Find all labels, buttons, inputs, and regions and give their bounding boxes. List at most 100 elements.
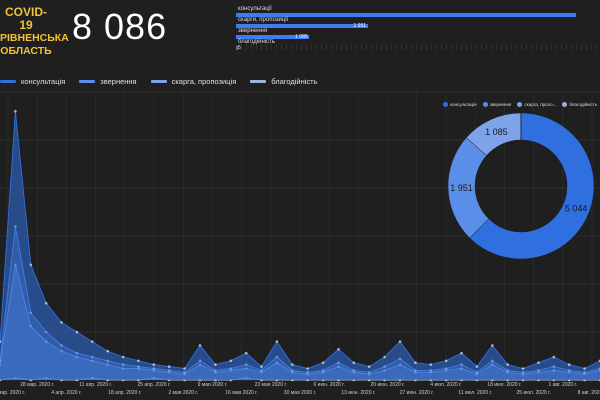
- header: COVID-19 РІВНЕНСЬКА ОБЛАСТЬ 8 086 консул…: [0, 0, 600, 57]
- x-tick-label: 11 апр. 2020 г.: [79, 382, 112, 388]
- data-point: [491, 344, 494, 347]
- breakdown-row: звернення 1 085: [236, 28, 598, 40]
- line-series-0: [0, 111, 600, 369]
- x-tick-label: 13 июн. 2020 г.: [341, 390, 375, 396]
- x-tick-label: 21 мар. 2020 г.: [0, 390, 25, 396]
- data-point: [275, 340, 279, 343]
- data-point: [121, 355, 125, 359]
- breakdown-value: 1 085: [295, 34, 308, 40]
- x-tick-label: 6 июн. 2020 г.: [314, 382, 345, 388]
- legend-swatch: [0, 79, 16, 83]
- data-point: [460, 351, 463, 355]
- x-tick-label: 8 авг. 2020 г.: [578, 390, 600, 396]
- donut-legend-label: консультація: [450, 102, 477, 107]
- data-point: [291, 363, 294, 366]
- x-tick-label: 11 июл. 2020 г.: [458, 390, 492, 396]
- data-point: [260, 365, 263, 368]
- x-tick-label: 28 мар. 2020 г.: [20, 382, 54, 388]
- donut-legend-item[interactable]: благодійність: [562, 102, 597, 107]
- data-point: [75, 330, 79, 334]
- breakdown-label: консультації: [238, 6, 272, 12]
- data-point: [198, 344, 202, 347]
- legend-label: скарга, пропозиція: [171, 76, 237, 86]
- x-tick-label: 27 июн. 2020 г.: [400, 390, 434, 396]
- x-tick-label: 1 авг. 2020 г.: [548, 382, 577, 388]
- brand-line-oblast: ОБЛАСТЬ: [0, 45, 52, 57]
- donut-legend-label: скарга, пропо...: [524, 102, 557, 107]
- x-tick-label: 4 апр. 2020 г.: [51, 390, 81, 396]
- data-point: [521, 367, 525, 370]
- data-point: [414, 361, 417, 365]
- legend-label: консультація: [21, 76, 66, 86]
- data-point: [106, 349, 109, 353]
- legend-swatch: [250, 79, 267, 83]
- donut-legend: консультація звернення скарга, пропо... бла…: [443, 102, 597, 107]
- data-point: [475, 365, 479, 368]
- data-point: [29, 263, 33, 267]
- data-point: [91, 340, 94, 343]
- donut-slice-label: 1 085: [485, 127, 508, 137]
- timeline-area-chart: 21 мар. 2020 г. 28 мар. 2020 г. 4 апр. 202…: [0, 91, 600, 396]
- data-point: [14, 109, 17, 113]
- legend-swatch: [150, 79, 167, 83]
- x-tick-label: 9 мая 2020 г.: [198, 382, 228, 388]
- data-point: [367, 365, 371, 368]
- data-point: [429, 363, 433, 366]
- data-point: [214, 363, 217, 366]
- chart-legend: консультація звернення скарга, пропозиція б…: [0, 74, 317, 88]
- breakdown-bar: [236, 46, 238, 50]
- donut-legend-item[interactable]: звернення: [482, 102, 512, 107]
- breakdown-row: консультації: [236, 6, 598, 17]
- data-point: [506, 363, 510, 366]
- breakdown-label: скарги, пропозиції: [238, 17, 289, 23]
- donut-slice: [469, 112, 595, 260]
- data-point: [552, 355, 556, 359]
- x-tick-label: 18 июл. 2020 г.: [487, 382, 521, 388]
- x-tick-label: 18 апр. 2020 г.: [108, 390, 141, 396]
- donut-legend-dot: [562, 102, 568, 107]
- donut-legend-label: звернення: [489, 102, 512, 107]
- x-tick-label: 25 июл. 2020 г.: [516, 390, 550, 396]
- breakdown-label: благодійність: [238, 39, 275, 45]
- data-point: [183, 367, 186, 370]
- brand-line-region: РІВНЕНСЬКА: [0, 32, 69, 44]
- data-point: [306, 367, 310, 370]
- breakdown-bar: [236, 24, 368, 28]
- timeline-chart: 21 мар. 2020 г. 28 мар. 2020 г. 4 апр. 202…: [0, 88, 600, 400]
- data-point: [229, 359, 233, 363]
- total-count: 8 086: [72, 6, 168, 47]
- data-point: [167, 365, 171, 368]
- brand-title: COVID-19 РІВНЕНСЬКА ОБЛАСТЬ: [0, 6, 69, 58]
- data-point: [537, 361, 540, 365]
- legend-item[interactable]: консультація: [0, 77, 65, 86]
- data-point: [398, 340, 402, 343]
- x-tick-label: 20 июн. 2020 г.: [371, 382, 405, 388]
- donut-chart: 5 044 1 951 1 085: [447, 112, 595, 260]
- breakdown-bar: [236, 13, 576, 17]
- legend-item[interactable]: благодійність: [250, 77, 317, 86]
- data-point: [321, 361, 325, 365]
- breakdown-label: звернення: [238, 28, 268, 34]
- data-point: [383, 355, 386, 359]
- breakdown-value: 5: [238, 45, 241, 51]
- data-point: [244, 351, 248, 355]
- x-tick-label: 23 мая 2020 г.: [255, 382, 287, 388]
- timeline-ticks: [236, 44, 598, 50]
- donut-legend-dot: [482, 102, 488, 107]
- data-point: [0, 340, 2, 343]
- x-tick-label: 4 июл. 2020 г.: [430, 382, 461, 388]
- legend-item[interactable]: скарга, пропозиція: [150, 76, 237, 86]
- data-point: [152, 363, 156, 366]
- data-point: [444, 359, 448, 363]
- legend-item[interactable]: звернення: [79, 77, 137, 86]
- data-point: [567, 363, 571, 366]
- x-tick-label: 16 мая 2020 г.: [225, 390, 257, 396]
- donut-legend-dot: [443, 102, 448, 107]
- donut-legend-item[interactable]: скарга, пропо...: [517, 102, 556, 107]
- x-tick-label: 30 мая 2020 г.: [284, 390, 316, 396]
- data-point: [60, 321, 63, 324]
- data-point: [352, 361, 356, 365]
- breakdown-bars: консультації скарги, пропозиції 1 951 зверн…: [236, 6, 598, 51]
- donut-legend-item[interactable]: консультація: [443, 102, 477, 107]
- breakdown-row: благодійність 5: [236, 39, 598, 51]
